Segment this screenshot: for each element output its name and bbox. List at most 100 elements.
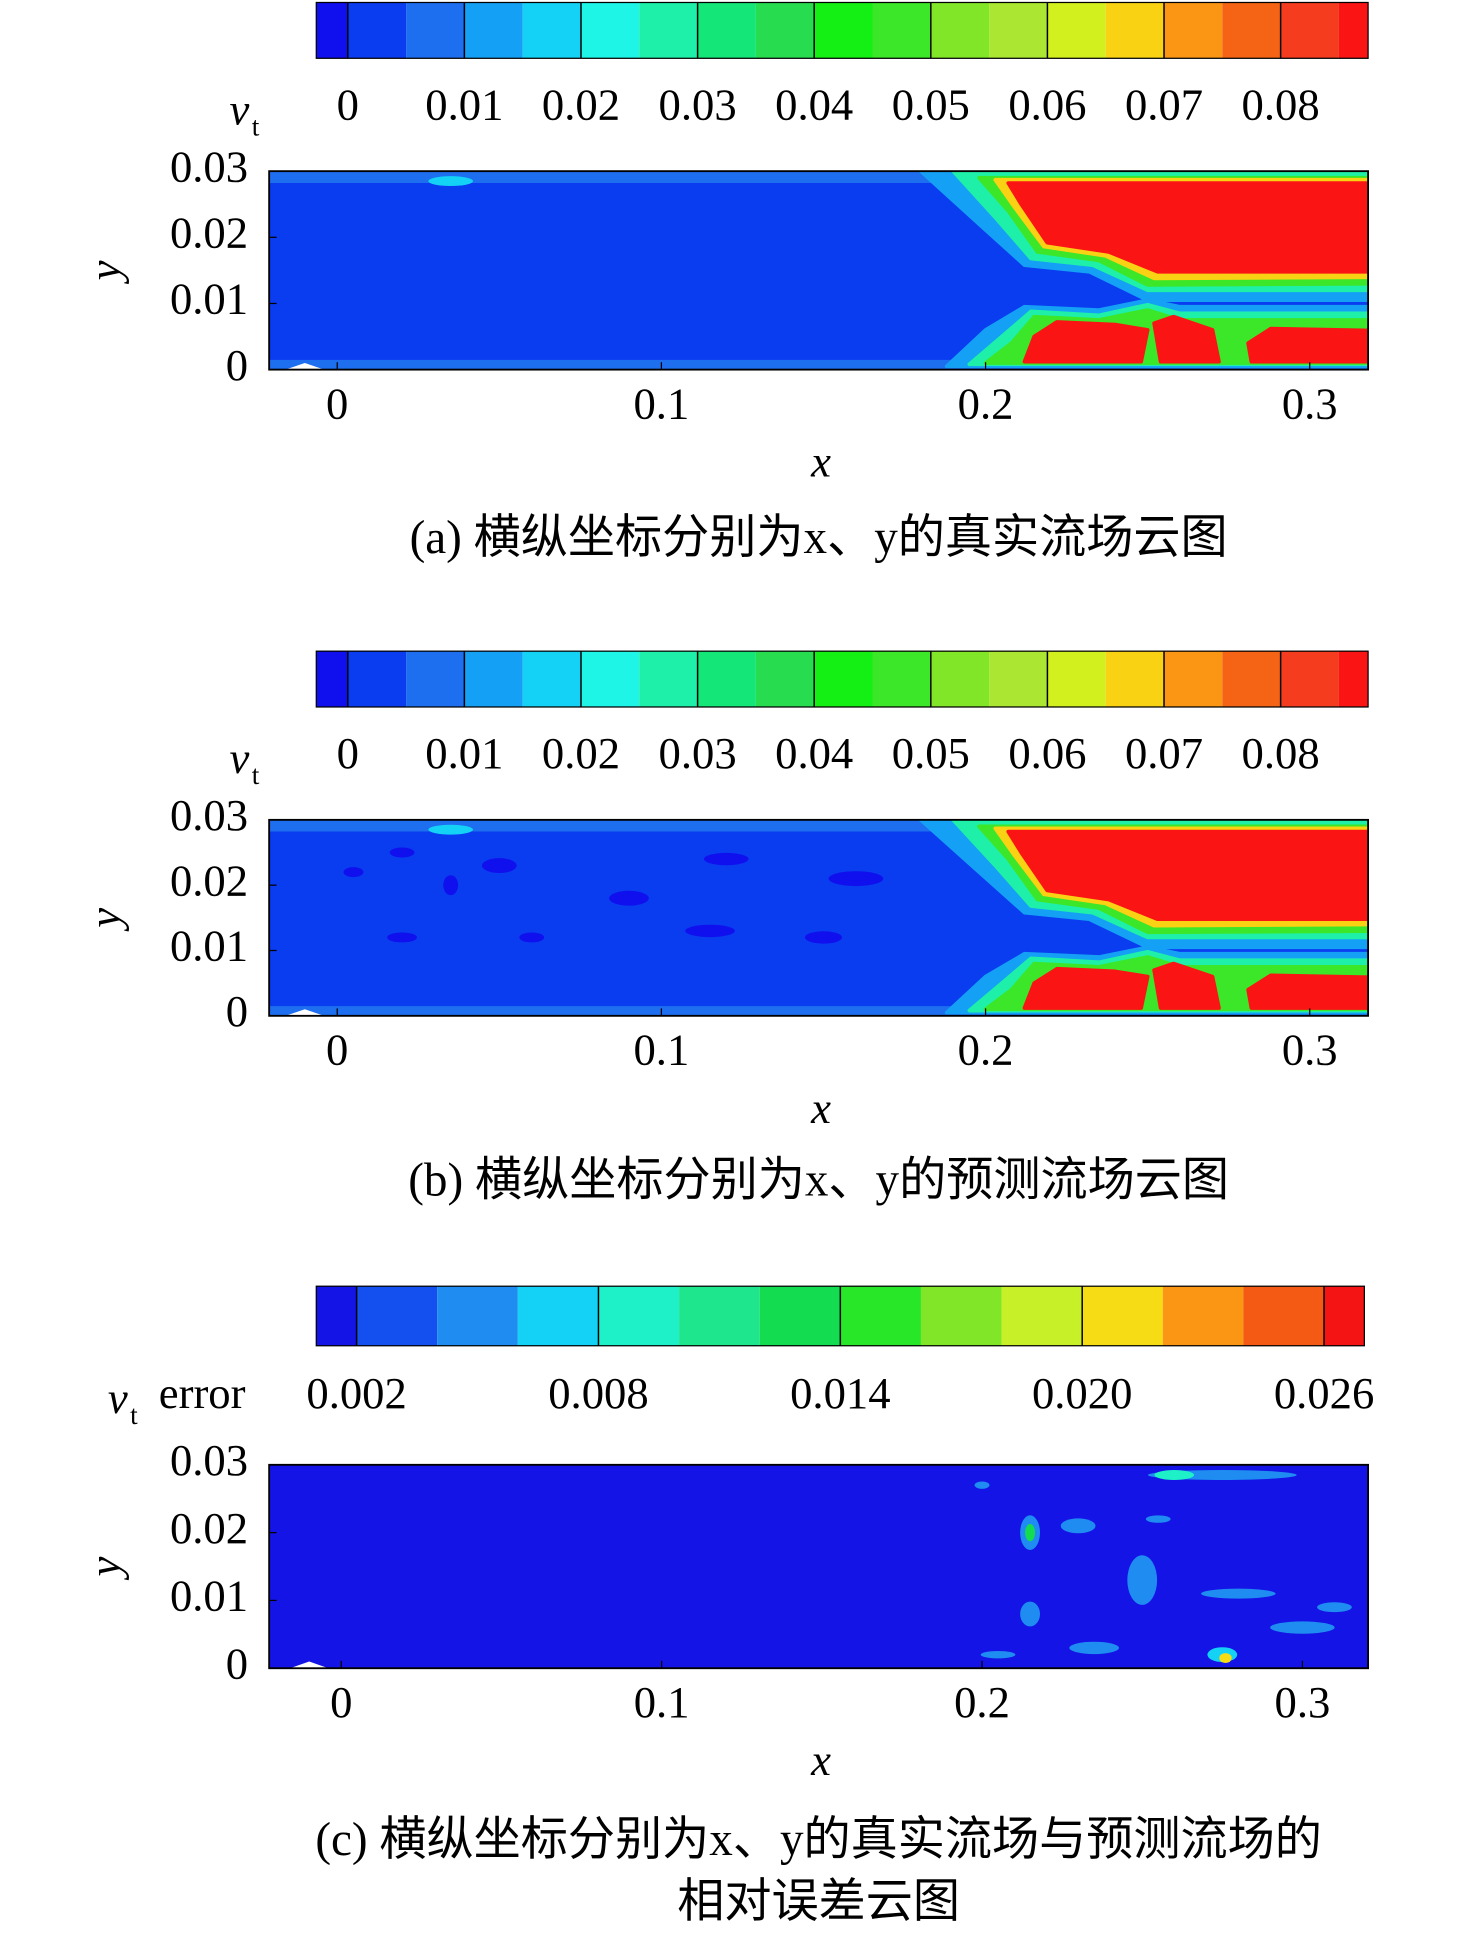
x-axis-label: x [810,437,831,487]
field [269,1464,1369,1669]
colorbar-segment [1047,2,1106,59]
colorbar-segment [1082,1286,1163,1346]
x-tick-label: 0.1 [634,1677,690,1727]
colorbar-segment [639,651,698,707]
colorbar-segment [316,651,348,707]
field-region [1152,961,1221,1010]
field-region [1246,973,1369,1010]
colorbar-tick-label: 0.08 [1242,79,1320,129]
y-tick-label: 0.02 [170,208,248,258]
colorbar-segment [814,651,873,707]
colorbar-tick-label: 0.01 [425,728,503,778]
colorbar-segment [1047,651,1106,707]
colorbar-tick-label: 0 [337,728,359,778]
colorbar-segment [1105,651,1165,707]
colorbar-label: v [108,1373,128,1423]
colorbar-segment [522,2,581,59]
colorbar-segment [316,2,348,59]
field [269,819,1369,1016]
field-patch [1201,1588,1276,1599]
colorbar-segment [464,2,523,59]
colorbar-segment [347,651,407,707]
colorbar-segment [517,1286,599,1346]
colorbar-label: v [229,733,249,783]
colorbar-segment [1280,2,1339,59]
colorbar-segment [759,1286,841,1346]
colorbar-segment [580,2,640,59]
obstacle [289,1661,329,1669]
colorbar-segment [755,651,815,707]
colorbar-label-sub: t [252,760,260,790]
colorbar-tick-label: 0.008 [548,1368,648,1418]
colorbar-segment [1338,651,1369,707]
x-tick-label: 0.1 [633,1025,689,1075]
y-tick-label: 0 [226,340,248,390]
field-region [1152,314,1221,364]
x-tick-label: 0 [330,1677,352,1727]
colorbar-segment [406,651,465,707]
colorbar-segment [598,1286,680,1346]
colorbar-label-sub: t [130,1400,138,1430]
field-patch [609,890,649,906]
y-tick-label: 0.03 [170,790,248,840]
obstacle [285,1009,325,1016]
field-patch [1127,1555,1158,1605]
y-axis-label: y [79,908,129,932]
y-tick-label: 0 [226,986,248,1036]
y-tick-label: 0.02 [170,1503,248,1553]
y-tick-label: 0.01 [170,1571,248,1621]
y-axis-label: y [79,1556,129,1580]
colorbar-tick-label: 0.05 [892,728,970,778]
field-patch [1060,1518,1096,1534]
colorbar-segment [1338,2,1369,59]
colorbar-segment [464,651,523,707]
colorbar-segment [1105,2,1165,59]
y-tick-label: 0.03 [170,141,248,191]
colorbar-segment [930,2,990,59]
field-patch [1145,1515,1171,1523]
colorbar-tick-label: 0.026 [1274,1368,1374,1418]
y-tick-label: 0 [226,1638,248,1688]
colorbar-tick-label: 0.01 [425,79,503,129]
y-axis-label: y [79,260,129,284]
x-tick-label: 0.2 [958,1025,1014,1075]
colorbar-segment [697,651,756,707]
x-axis-label: x [810,1735,831,1785]
field-patch [519,932,545,943]
colorbar-segment [316,1286,357,1346]
field-patch [1025,1523,1036,1542]
colorbar-segment [1164,2,1223,59]
colorbar-label-suffix: error [159,1368,246,1418]
y-tick-label: 0.01 [170,921,248,971]
colorbar-segment [1222,2,1281,59]
colorbar-segment [1164,651,1223,707]
field-patch [1270,1621,1335,1634]
colorbar-frame [315,1,1369,59]
x-tick-label: 0.2 [954,1677,1010,1727]
colorbar-segment [872,2,931,59]
colorbar-segment [989,651,1048,707]
field-patch [1069,1641,1119,1655]
field-region [1022,966,1150,1010]
field-region [1006,829,1369,922]
colorbar-tick-label: 0.04 [775,728,853,778]
x-tick-label: 0.3 [1274,1677,1330,1727]
x-tick-label: 0 [326,378,348,428]
colorbar-tick-label: 0.002 [306,1368,406,1418]
x-tick-label: 0.1 [633,378,689,428]
x-tick-label: 0.3 [1282,378,1338,428]
caption: (c) 横纵坐标分别为x、y的真实流场与预测流场的 [315,1814,1322,1866]
field-patch [389,847,415,858]
colorbar-segment [1162,1286,1244,1346]
x-tick-label: 0.3 [1282,1025,1338,1075]
colorbar-segment [755,2,815,59]
field-patch [685,924,735,938]
colorbar-tick-label: 0.06 [1008,728,1086,778]
field-patch [481,858,517,874]
field [269,171,1369,370]
x-tick-label: 0 [326,1025,348,1075]
caption: 相对误差云图 [677,1876,960,1928]
x-tick-label: 0.2 [958,378,1014,428]
field-patch [1154,1470,1195,1480]
